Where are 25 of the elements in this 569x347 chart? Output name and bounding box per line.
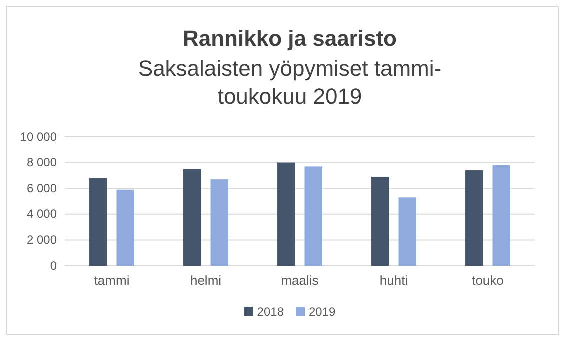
x-tick-label: touko bbox=[472, 273, 504, 288]
bar bbox=[116, 190, 134, 266]
bar bbox=[210, 180, 228, 266]
chart-subtitle: Saksalaisten yöpymiset tammi-toukokuu 2019 bbox=[138, 56, 442, 109]
bar bbox=[184, 169, 202, 266]
bar bbox=[90, 178, 108, 266]
y-tick-label: 10 000 bbox=[20, 130, 58, 144]
y-tick-label: 2 000 bbox=[26, 233, 58, 248]
x-tick-label: huhti bbox=[380, 273, 408, 288]
bar bbox=[372, 176, 390, 266]
bar bbox=[304, 166, 322, 266]
y-tick-label: 6 000 bbox=[26, 181, 58, 196]
y-tick-label: 0 bbox=[50, 258, 58, 273]
bar bbox=[278, 162, 296, 266]
chart-title: Rannikko ja saaristo bbox=[183, 26, 397, 51]
bar bbox=[492, 165, 510, 266]
x-tick-label: maalis bbox=[281, 273, 320, 288]
y-tick-label: 8 000 bbox=[26, 156, 58, 170]
y-tick-label: 4 000 bbox=[26, 207, 58, 222]
bar bbox=[398, 198, 416, 266]
x-tick-label: tammi bbox=[94, 273, 130, 288]
legend-label: 2018 bbox=[257, 305, 284, 319]
x-tick-label: helmi bbox=[190, 273, 222, 288]
bar bbox=[466, 170, 484, 266]
legend-label: 2019 bbox=[309, 305, 336, 319]
